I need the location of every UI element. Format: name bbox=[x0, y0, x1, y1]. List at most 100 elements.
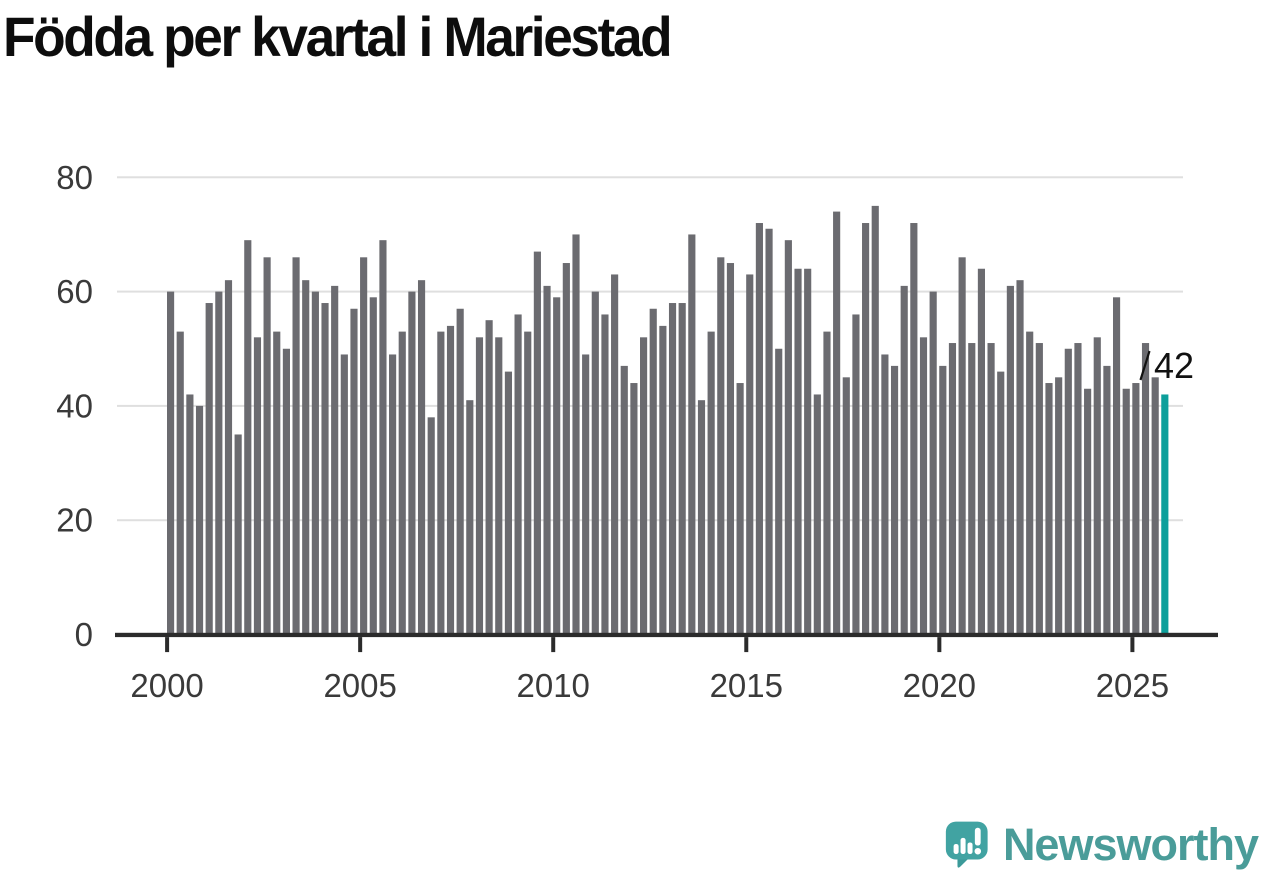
bar-2025q3 bbox=[1151, 377, 1159, 635]
bar-2014q1 bbox=[707, 331, 715, 635]
bar-2004q3 bbox=[340, 354, 348, 635]
x-tick-label-2015: 2015 bbox=[710, 667, 783, 704]
bar-2006q2 bbox=[408, 291, 416, 635]
bar-2009q4 bbox=[543, 285, 551, 635]
last-value-label: 42 bbox=[1154, 345, 1194, 386]
bar-2021q2 bbox=[987, 343, 995, 635]
bar-2023q1 bbox=[1055, 377, 1063, 635]
bar-2022q3 bbox=[1035, 343, 1043, 635]
bar-2022q4 bbox=[1045, 383, 1053, 635]
bar-2023q2 bbox=[1064, 348, 1072, 635]
bar-2001q1 bbox=[205, 303, 213, 635]
bar-2003q2 bbox=[292, 257, 300, 635]
bar-2013q1 bbox=[668, 303, 677, 635]
bar-2003q4 bbox=[311, 291, 319, 635]
x-tick-2025 bbox=[1130, 637, 1135, 653]
newsworthy-icon bbox=[945, 821, 988, 868]
bar-2015q3 bbox=[765, 228, 773, 635]
bar-2001q4 bbox=[234, 434, 242, 635]
bar-2010q4 bbox=[582, 354, 590, 635]
bar-2007q4 bbox=[466, 400, 474, 635]
bar-2018q1 bbox=[862, 223, 870, 635]
bar-2012q4 bbox=[659, 325, 667, 635]
bar-2009q2 bbox=[524, 331, 532, 635]
bar-2017q3 bbox=[842, 377, 850, 635]
bar-2017q2 bbox=[833, 211, 841, 635]
bar-2008q2 bbox=[485, 320, 493, 635]
newsworthy-logo[interactable]: Newsworthy bbox=[942, 812, 1259, 876]
bar-2024q1 bbox=[1093, 337, 1101, 635]
x-tick-label-2025: 2025 bbox=[1096, 667, 1169, 704]
bar-2006q1 bbox=[398, 331, 406, 635]
bar-2017q1 bbox=[823, 331, 831, 635]
bar-2000q3 bbox=[186, 394, 194, 635]
bar-2012q1 bbox=[630, 383, 638, 635]
bar-2018q3 bbox=[881, 354, 889, 635]
bar-2020q4 bbox=[968, 343, 976, 635]
bar-2019q4 bbox=[929, 291, 937, 635]
bar-2004q4 bbox=[350, 308, 358, 635]
bar-2012q3 bbox=[649, 308, 657, 635]
x-tick-label-2010: 2010 bbox=[517, 667, 590, 704]
bar-2002q1 bbox=[244, 240, 252, 635]
bar-2011q1 bbox=[591, 291, 599, 635]
x-tick-label-2020: 2020 bbox=[903, 667, 976, 704]
bar-2022q1 bbox=[1016, 280, 1024, 635]
x-tick-2015 bbox=[744, 637, 749, 653]
bar-2024q2 bbox=[1103, 365, 1111, 635]
bar-2001q2 bbox=[215, 291, 223, 635]
bar-2013q4 bbox=[697, 400, 706, 635]
bar-2024q3 bbox=[1112, 297, 1121, 635]
bar-2010q2 bbox=[562, 263, 570, 635]
x-tick-2005 bbox=[358, 637, 363, 653]
bar-2018q4 bbox=[890, 365, 899, 635]
newsworthy-wordmark: Newsworthy bbox=[1002, 818, 1259, 870]
bar-2007q1 bbox=[437, 331, 445, 635]
bar-2014q3 bbox=[726, 263, 735, 635]
bar-2004q1 bbox=[321, 303, 329, 635]
bar-2021q3 bbox=[997, 371, 1005, 635]
bar-2019q1 bbox=[900, 285, 908, 635]
chart-title: Födda per kvartal i Mariestad bbox=[3, 5, 673, 68]
y-tick-label-0: 0 bbox=[75, 616, 93, 653]
bar-2010q1 bbox=[553, 297, 561, 635]
quarterly-births-bar-chart: 0 20 40 60 80 2000 2005 2010 2015 2020 2025 42 bbox=[56, 159, 1218, 704]
bar-2022q2 bbox=[1026, 331, 1034, 635]
bar-2015q2 bbox=[755, 223, 763, 635]
x-tick-label-2000: 2000 bbox=[130, 667, 203, 704]
bar-2005q4 bbox=[389, 354, 397, 635]
bar-2011q4 bbox=[620, 365, 628, 635]
bar-2019q3 bbox=[919, 337, 928, 635]
bar-2000q4 bbox=[195, 405, 204, 635]
x-axis-line bbox=[115, 632, 1218, 638]
bar-2017q4 bbox=[852, 314, 860, 635]
bar-2014q2 bbox=[717, 257, 725, 635]
x-tick-label-2005: 2005 bbox=[323, 667, 396, 704]
bar-2025q2 bbox=[1141, 343, 1150, 635]
last-value-leader-line bbox=[1139, 350, 1151, 381]
highlighted-bar-2025q4 bbox=[1161, 394, 1169, 635]
bar-2001q3 bbox=[224, 280, 233, 635]
x-tick-2020 bbox=[937, 637, 942, 653]
bar-2025q1 bbox=[1132, 383, 1140, 635]
bar-2012q2 bbox=[640, 337, 648, 635]
bar-2002q3 bbox=[263, 257, 271, 635]
bar-2016q1 bbox=[784, 240, 792, 635]
bar-2020q1 bbox=[939, 365, 947, 635]
bar-2015q1 bbox=[746, 274, 754, 635]
y-tick-label-20: 20 bbox=[56, 502, 93, 539]
bar-2004q2 bbox=[331, 285, 339, 635]
bar-2005q1 bbox=[360, 257, 368, 635]
bar-2010q3 bbox=[572, 234, 580, 635]
bar-2018q2 bbox=[871, 205, 879, 635]
y-tick-label-80: 80 bbox=[56, 159, 93, 196]
bar-2002q4 bbox=[273, 331, 281, 635]
bar-2005q2 bbox=[369, 297, 377, 635]
bar-2016q3 bbox=[804, 268, 812, 635]
x-tick-2010 bbox=[551, 637, 556, 653]
gridline-60 bbox=[117, 290, 1183, 293]
bar-2021q1 bbox=[977, 268, 985, 635]
bar-2000q2 bbox=[176, 331, 184, 635]
bar-2023q3 bbox=[1074, 343, 1082, 635]
bar-2014q4 bbox=[736, 383, 744, 635]
